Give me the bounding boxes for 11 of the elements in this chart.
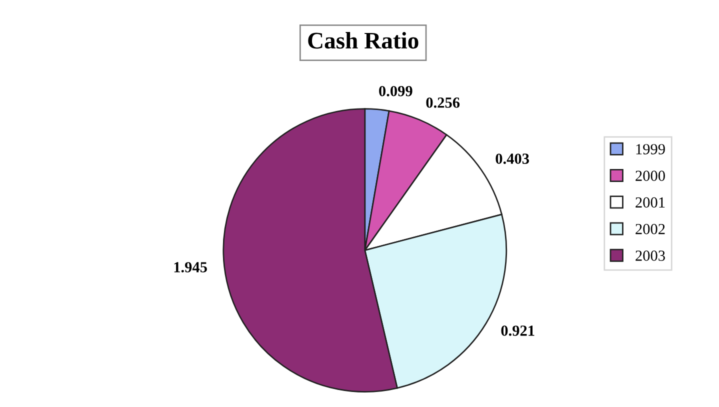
- legend-label: 2002: [636, 224, 665, 234]
- legend-label: 1999: [636, 144, 665, 154]
- legend-label: 2003: [636, 250, 665, 261]
- legend-label: 2000: [636, 170, 665, 181]
- data-label: 0.921: [501, 326, 534, 336]
- legend-label: 2001: [636, 197, 665, 208]
- data-label: 1.945: [174, 262, 207, 272]
- data-label: 0.099: [379, 86, 412, 96]
- data-label: 0.256: [426, 97, 460, 108]
- chart-title: Cash Ratio: [308, 32, 418, 49]
- data-label: 0.403: [496, 154, 529, 164]
